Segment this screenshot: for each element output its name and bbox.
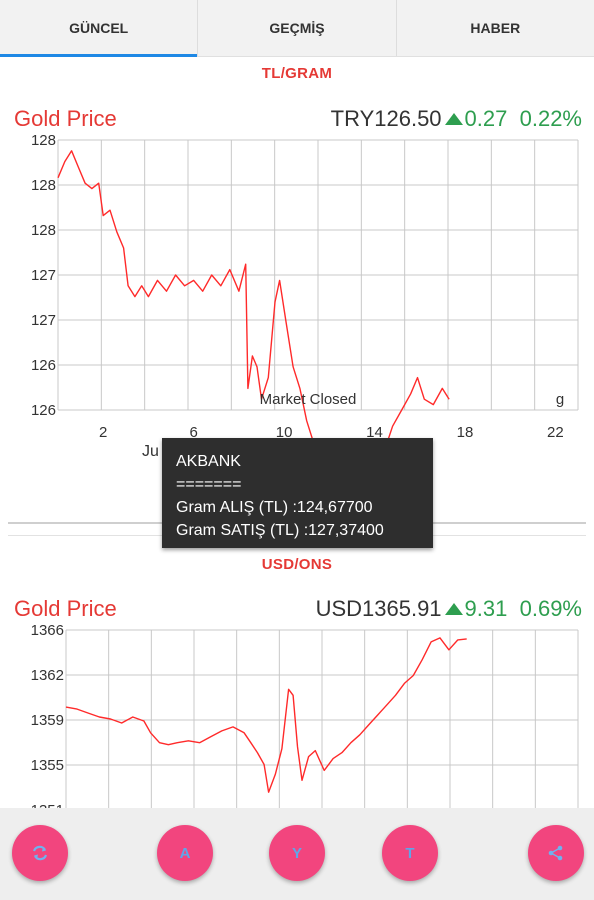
gold-price-chart-try[interactable]: 128 128 128 127 127 126 126 2 6 10 14 18 22 Market Cl… xyxy=(0,132,594,462)
y-letter-icon: Y xyxy=(291,844,302,862)
buy-rate: Gram ALIŞ (TL) :124,67700 xyxy=(176,499,373,516)
x-tick-label: 22 xyxy=(547,424,564,441)
chart-header-2: Gold Price USD1365.91 9.31 0.69% xyxy=(14,596,582,624)
x-tick-label: 14 xyxy=(366,424,383,441)
y-tick-label: 127 xyxy=(31,267,56,284)
section-title-usd-ons: USD/ONS xyxy=(261,556,333,573)
price-change: 9.31 xyxy=(464,596,508,621)
price-change-percent: 0.22% xyxy=(519,106,582,131)
bank-name: AKBANK xyxy=(176,453,241,470)
price-readout: TRY126.50 0.27 0.22% xyxy=(331,106,582,132)
tab-guncel[interactable]: GÜNCEL xyxy=(0,0,199,57)
price-change-percent: 0.69% xyxy=(519,596,582,621)
chart-header-1: Gold Price TRY126.50 0.27 0.22% xyxy=(14,106,582,134)
price-change: 0.27 xyxy=(464,106,508,131)
a-letter-icon: A xyxy=(179,844,191,862)
y-tick-label: 126 xyxy=(31,402,56,419)
gold-price-chart-usd[interactable]: 1366 1362 1359 1355 1351 xyxy=(0,622,594,808)
price-readout: USD1365.91 9.31 0.69% xyxy=(316,596,582,622)
y-tick-label: 1355 xyxy=(31,757,64,774)
axis-corner-label: g xyxy=(556,391,564,408)
y-tick-label: 1351 xyxy=(31,802,64,808)
tab-label: HABER xyxy=(470,20,521,36)
y-tick-label: 1366 xyxy=(31,622,64,639)
y-tick-label: 128 xyxy=(31,222,56,239)
market-status-label: Market Closed xyxy=(260,391,357,408)
tab-label: GÜNCEL xyxy=(69,20,129,36)
y-tick-label: 128 xyxy=(31,132,56,149)
t-letter-icon: T xyxy=(405,844,415,862)
tooltip-separator: ======= xyxy=(176,476,242,493)
bank-rate-tooltip: AKBANK ======= Gram ALIŞ (TL) :124,67700… xyxy=(162,438,433,548)
bottom-action-bar: A Y T xyxy=(0,808,594,900)
currency-code: USD xyxy=(315,596,363,621)
share-icon xyxy=(548,845,563,861)
chart-title: Gold Price xyxy=(14,106,117,131)
x-tick-label: 2 xyxy=(99,424,107,441)
y-tick-label: 128 xyxy=(31,177,56,194)
y-tick-label: 1362 xyxy=(31,667,64,684)
t-button[interactable]: T xyxy=(382,825,438,881)
x-tick-label: 18 xyxy=(457,424,474,441)
tab-label: GEÇMİŞ xyxy=(269,20,325,36)
y-tick-label: 127 xyxy=(31,312,56,329)
x-tick-label: 6 xyxy=(189,424,197,441)
x-tick-label: 10 xyxy=(276,424,293,441)
up-arrow-icon xyxy=(444,112,463,125)
currency-code: TRY xyxy=(330,106,375,131)
refresh-button[interactable] xyxy=(12,825,68,881)
price-series-line xyxy=(57,150,450,462)
sell-rate: Gram SATIŞ (TL) :127,37400 xyxy=(176,522,384,539)
current-price: 126.50 xyxy=(374,106,442,131)
share-button[interactable] xyxy=(528,825,584,881)
chart-title: Gold Price xyxy=(14,596,117,621)
y-tick-label: 126 xyxy=(31,357,56,374)
refresh-icon xyxy=(32,845,48,861)
current-price: 1365.91 xyxy=(362,596,442,621)
tab-gecmis[interactable]: GEÇMİŞ xyxy=(198,0,397,56)
tab-bar: GÜNCEL GEÇMİŞ HABER xyxy=(0,0,594,57)
price-series-line xyxy=(65,637,467,793)
a-button[interactable]: A xyxy=(157,825,213,881)
y-button[interactable]: Y xyxy=(269,825,325,881)
tab-haber[interactable]: HABER xyxy=(397,0,594,56)
up-arrow-icon xyxy=(444,602,463,615)
section-title-tl-gram: TL/GRAM xyxy=(261,65,333,82)
y-tick-label: 1359 xyxy=(31,712,64,729)
